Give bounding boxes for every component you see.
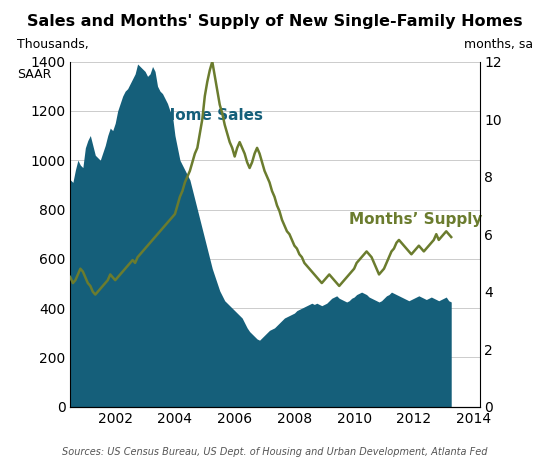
- Text: Months’ Supply: Months’ Supply: [349, 212, 482, 227]
- Text: Sales and Months' Supply of New Single-Family Homes: Sales and Months' Supply of New Single-F…: [27, 14, 523, 29]
- Text: Sources: US Census Bureau, US Dept. of Housing and Urban Development, Atlanta Fe: Sources: US Census Bureau, US Dept. of H…: [62, 447, 488, 457]
- Text: SAAR: SAAR: [17, 68, 52, 81]
- Text: New Home Sales: New Home Sales: [119, 108, 262, 123]
- Text: months, sa: months, sa: [464, 38, 533, 51]
- Text: Thousands,: Thousands,: [17, 38, 89, 51]
